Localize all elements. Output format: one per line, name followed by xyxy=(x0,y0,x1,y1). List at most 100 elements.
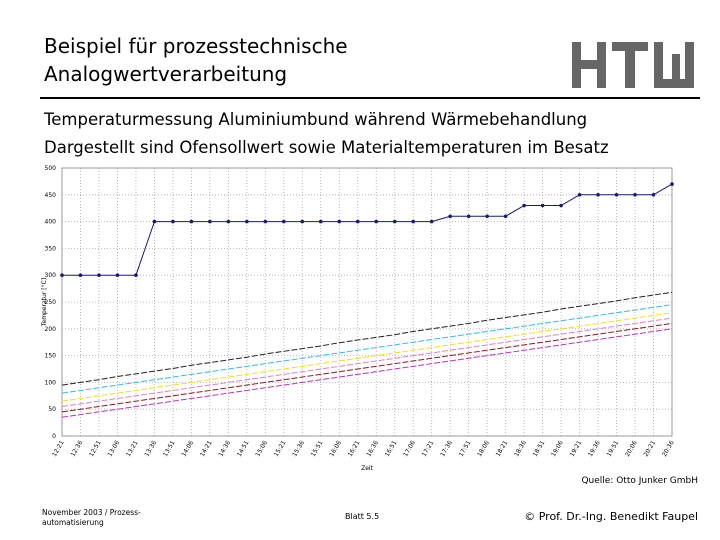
point xyxy=(540,203,545,208)
x-tick-label: 19:51 xyxy=(606,439,621,458)
point xyxy=(171,219,175,224)
point xyxy=(60,273,64,277)
x-tick-label: 12:51 xyxy=(88,439,103,458)
x-tick-label: 20:36 xyxy=(661,439,676,458)
point xyxy=(392,219,397,224)
y-tick-label: 100 xyxy=(45,379,57,386)
point xyxy=(448,214,452,219)
plot-frame xyxy=(61,167,673,437)
chart: 0 50 100 150 200 250 300 350 400 450 500 12:21 12:36… xyxy=(41,165,676,472)
point xyxy=(374,219,379,224)
x-tick-label: 16:21 xyxy=(347,439,362,458)
point xyxy=(282,219,286,224)
point xyxy=(596,193,600,197)
point xyxy=(208,219,212,224)
point xyxy=(429,219,434,224)
point xyxy=(152,219,157,224)
x-tick-label: 14:21 xyxy=(199,439,214,458)
x-tick-label: 20:21 xyxy=(643,439,658,458)
series-line xyxy=(62,183,673,276)
series-line xyxy=(61,312,673,402)
point xyxy=(522,203,526,208)
y-tick-label: 50 xyxy=(48,406,56,413)
point xyxy=(651,193,656,197)
x-tick-label: 20:06 xyxy=(624,439,639,458)
x-tick-label: 14:06 xyxy=(180,439,195,458)
point xyxy=(78,273,83,277)
x-tick-label: 16:36 xyxy=(365,439,380,458)
footer-page: Blatt 5.5 xyxy=(345,512,380,521)
y-tick-label: 200 xyxy=(45,326,57,333)
point xyxy=(337,219,342,224)
point xyxy=(226,219,231,224)
point xyxy=(134,273,138,277)
x-tick-label: 17:21 xyxy=(421,439,436,458)
title: Beispiel für prozesstechnische xyxy=(44,34,348,58)
x-tick-label: 17:36 xyxy=(439,439,454,458)
x-tick-label: 17:51 xyxy=(458,439,473,458)
x-tick-label: 18:21 xyxy=(495,439,510,458)
point xyxy=(263,219,268,224)
divider xyxy=(40,97,700,99)
series-line xyxy=(61,304,673,394)
y-tick-label: 300 xyxy=(45,272,57,279)
y-tick-label: 400 xyxy=(45,219,57,226)
x-tick-label: 19:21 xyxy=(569,439,584,458)
y-tick-label: 150 xyxy=(45,353,57,360)
point xyxy=(355,219,360,224)
y-axis-label: Temperatur [°C] xyxy=(41,278,48,327)
series-line xyxy=(61,291,673,386)
x-tick-label: 15:06 xyxy=(254,439,269,458)
y-tick-label: 350 xyxy=(45,245,57,252)
y-tick-label: 450 xyxy=(45,192,57,199)
x-tick-label: 18:36 xyxy=(513,439,528,458)
footer-date: November 2003 / Prozess- xyxy=(42,508,141,517)
x-tick-label: 15:21 xyxy=(273,439,288,458)
point xyxy=(115,273,120,277)
x-tick-label: 12:21 xyxy=(51,439,66,458)
x-tick-label: 12:36 xyxy=(70,439,85,458)
point xyxy=(466,214,471,219)
y-tick-label: 250 xyxy=(45,299,57,306)
x-tick-label: 13:21 xyxy=(125,439,140,458)
source: Quelle: Otto Junker GmbH xyxy=(581,476,698,486)
logo xyxy=(572,42,694,88)
point xyxy=(97,273,101,277)
x-tick-label: 16:06 xyxy=(328,439,343,458)
point xyxy=(245,219,249,224)
point xyxy=(559,203,563,208)
x-tick-label: 13:51 xyxy=(162,439,177,458)
x-tick-label: 15:36 xyxy=(291,439,306,458)
y-tick-label: 500 xyxy=(45,165,57,172)
x-tick-label: 18:06 xyxy=(476,439,491,458)
x-tick-label: 14:36 xyxy=(217,439,232,458)
x-tick-label: 19:06 xyxy=(550,439,565,458)
footer-date: automatisierung xyxy=(42,518,104,527)
subtitle: Dargestellt sind Ofensollwert sowie Mate… xyxy=(44,138,609,157)
point xyxy=(300,219,305,224)
point xyxy=(633,193,637,197)
point xyxy=(577,193,582,197)
x-tick-label: 19:36 xyxy=(587,439,602,458)
x-tick-label: 16:51 xyxy=(384,439,399,458)
point xyxy=(503,214,508,219)
series-line xyxy=(61,322,673,413)
subtitle: Temperaturmessung Aluminiumbund während … xyxy=(44,110,588,129)
point xyxy=(485,214,489,219)
x-tick-label: 13:36 xyxy=(143,439,158,458)
x-tick-label: 13:06 xyxy=(106,439,121,458)
footer-author: © Prof. Dr.-Ing. Benedikt Faupel xyxy=(524,510,698,523)
point xyxy=(318,219,323,224)
y-tick-label: 0 xyxy=(52,433,56,440)
x-tick-label: 17:06 xyxy=(402,439,417,458)
x-tick-label: 15:51 xyxy=(310,439,325,458)
series-line xyxy=(61,317,673,408)
x-tick-label: 14:51 xyxy=(236,439,251,458)
series-line xyxy=(61,328,673,418)
point xyxy=(411,219,416,224)
point xyxy=(670,182,674,186)
point xyxy=(189,219,194,224)
x-axis-label: Zeit xyxy=(361,465,373,472)
point xyxy=(614,193,619,197)
